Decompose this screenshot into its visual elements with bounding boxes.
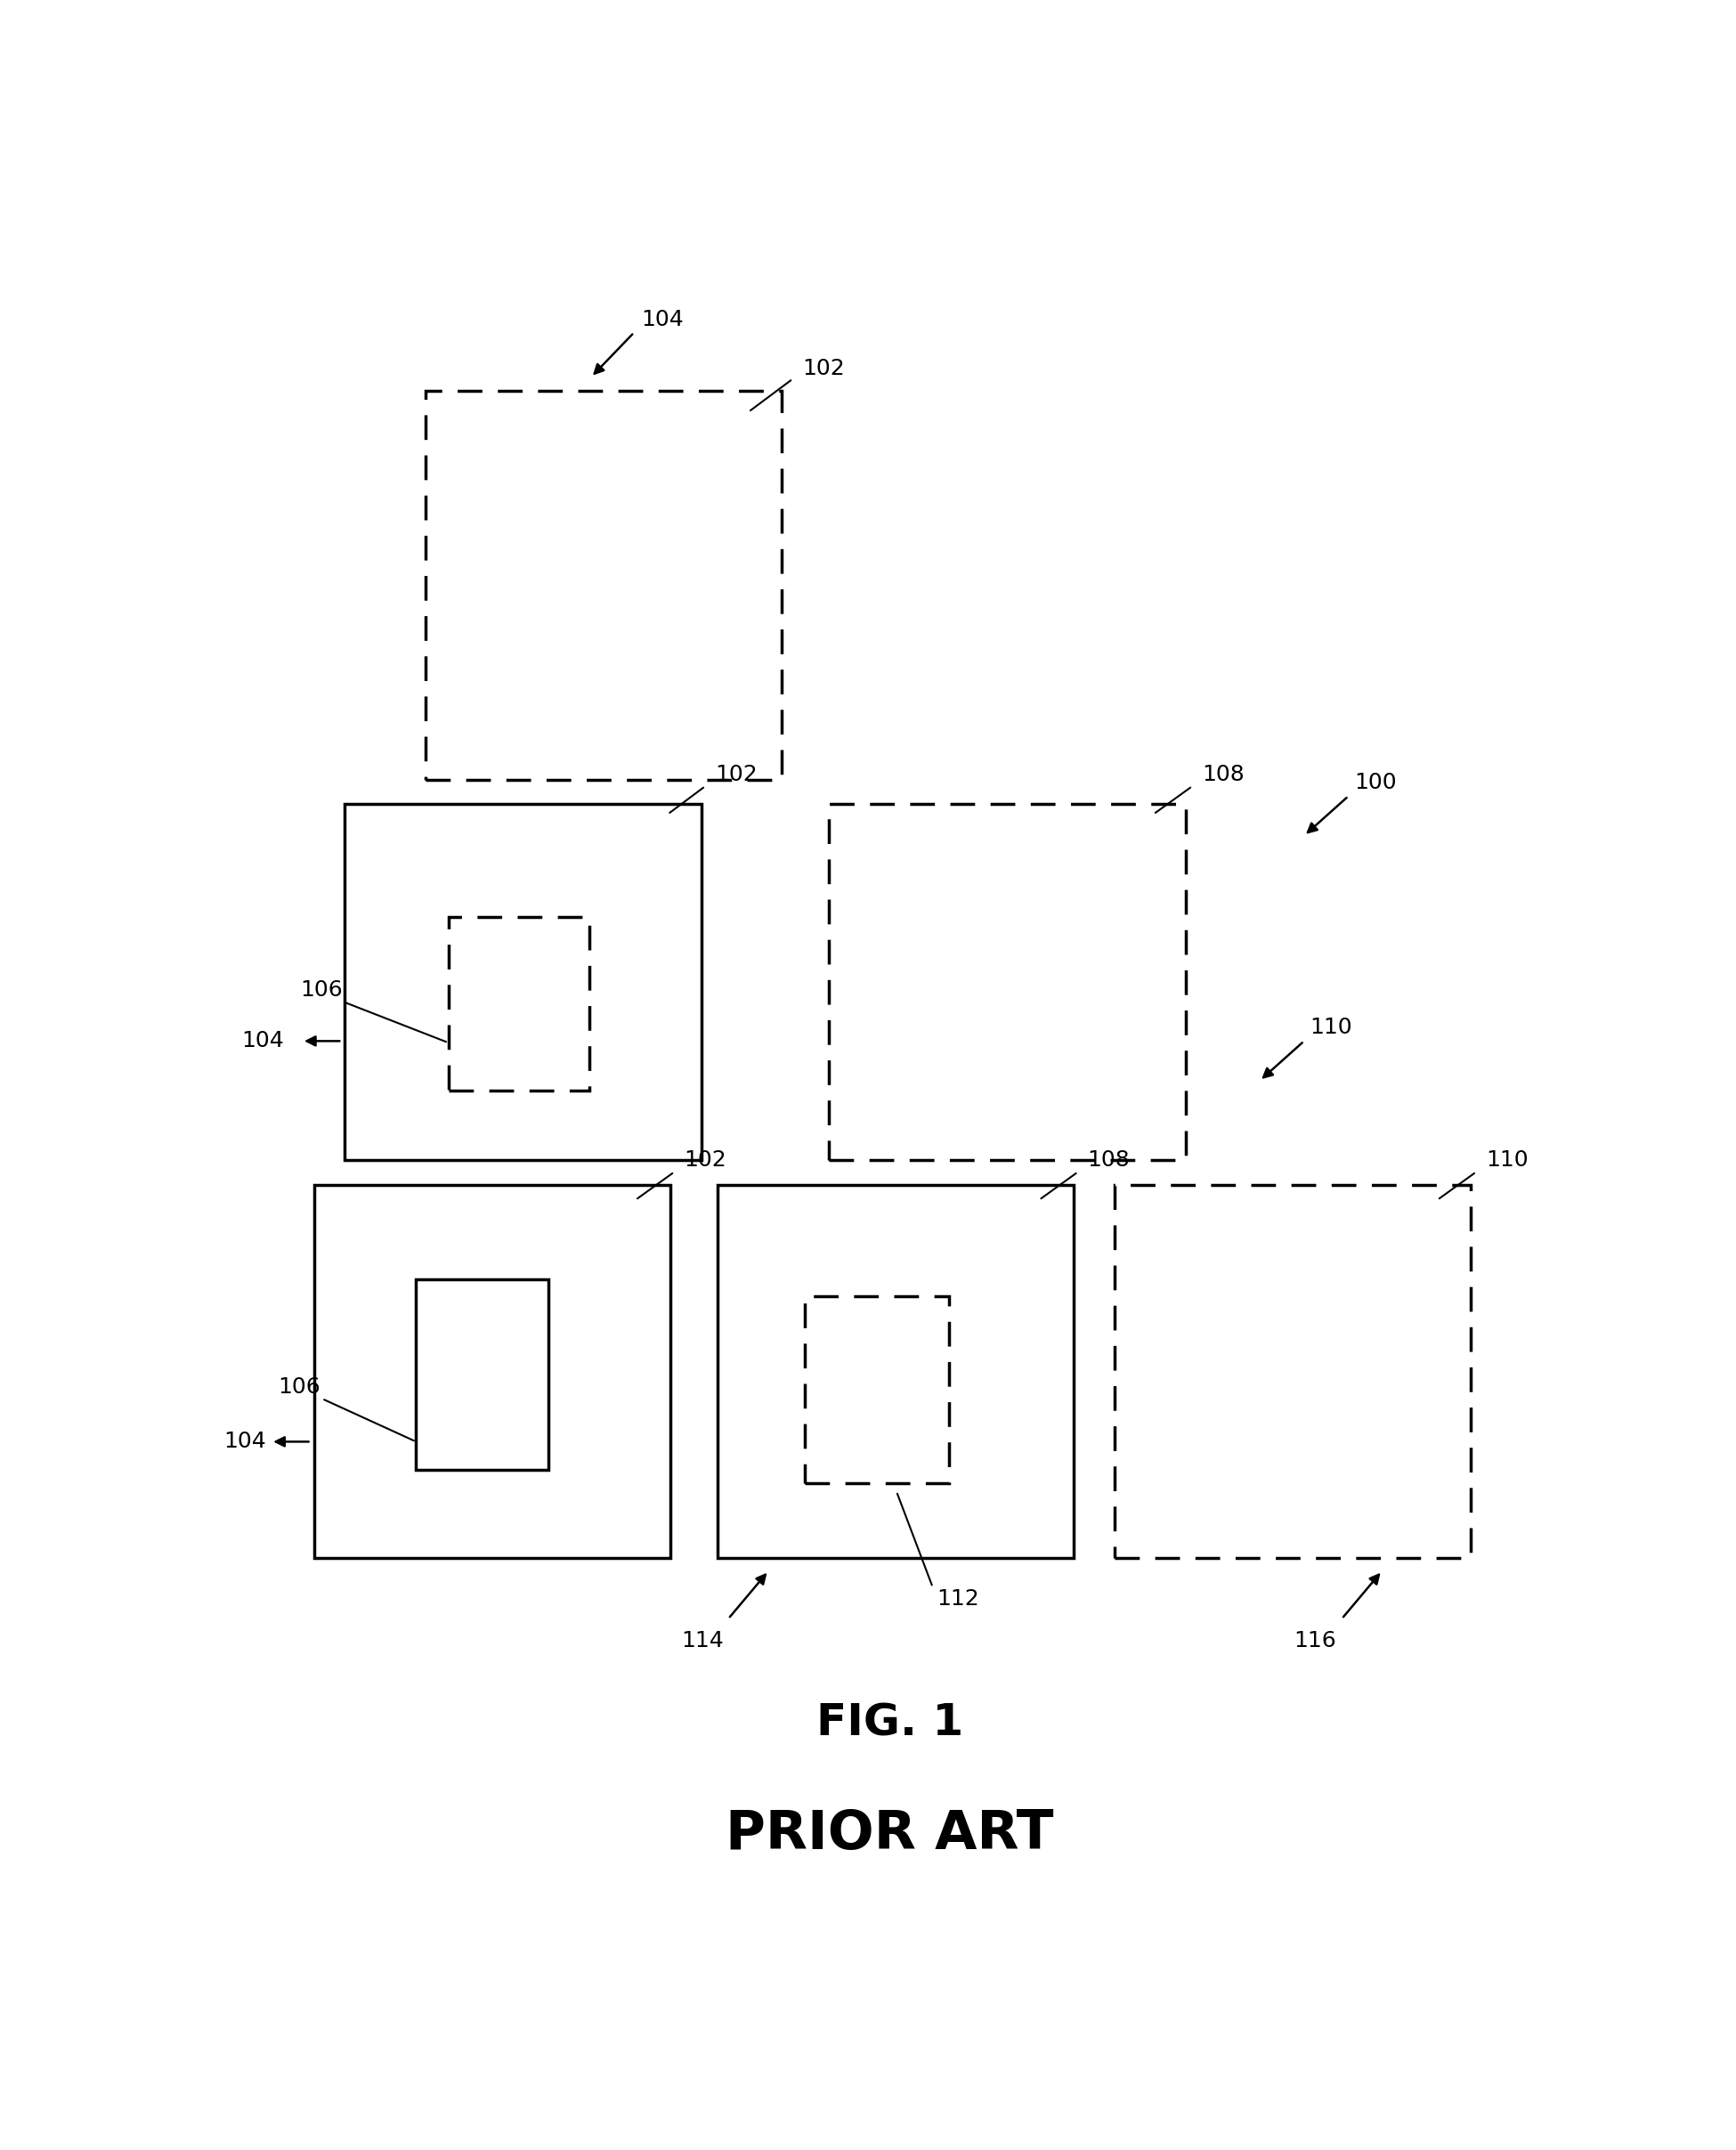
Text: FIG. 1: FIG. 1: [816, 1703, 963, 1744]
Text: 110: 110: [1486, 1150, 1528, 1172]
Text: 110: 110: [1309, 1017, 1352, 1038]
Text: 102: 102: [684, 1150, 726, 1172]
Text: 116: 116: [1293, 1630, 1335, 1651]
Text: 100: 100: [1354, 772, 1396, 793]
Text: 112: 112: [937, 1589, 979, 1610]
Text: 106: 106: [300, 978, 344, 1000]
Text: 104: 104: [241, 1030, 283, 1051]
Text: 106: 106: [278, 1376, 319, 1398]
Text: 108: 108: [1087, 1150, 1130, 1172]
Bar: [830, 804, 1186, 1161]
Bar: [448, 916, 590, 1090]
Text: PRIOR ART: PRIOR ART: [726, 1808, 1054, 1860]
Text: 102: 102: [715, 763, 757, 785]
Text: 102: 102: [802, 359, 845, 381]
Bar: [425, 391, 781, 780]
Text: 104: 104: [641, 310, 684, 329]
Bar: [806, 1296, 950, 1484]
Bar: [417, 1279, 549, 1471]
Bar: [717, 1185, 1075, 1557]
Text: 114: 114: [681, 1630, 724, 1651]
Bar: [1115, 1185, 1470, 1557]
Text: 108: 108: [1201, 763, 1245, 785]
Bar: [314, 1185, 670, 1557]
Bar: [345, 804, 701, 1161]
Text: 104: 104: [224, 1432, 266, 1453]
